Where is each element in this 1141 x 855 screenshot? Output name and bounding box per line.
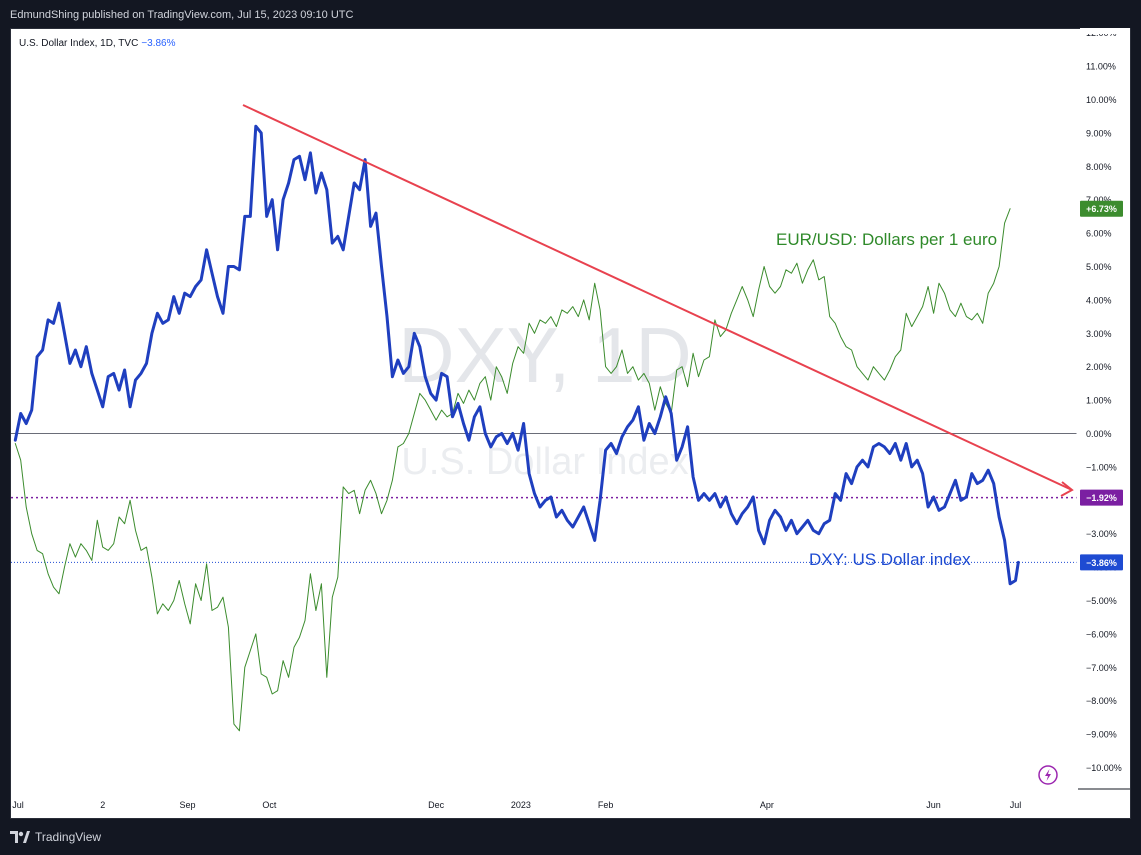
y-tick-label: 8.00%: [1086, 162, 1112, 172]
x-tick-label: Jun: [926, 800, 941, 810]
y-tick-label: 10.00%: [1086, 95, 1117, 105]
eurusd-last-badge-label: +6.73%: [1086, 204, 1117, 214]
y-tick-label: −1.00%: [1086, 462, 1117, 472]
watermark: DXY, 1D U.S. Dollar Index: [398, 311, 691, 483]
watermark-ticker: DXY, 1D: [398, 311, 691, 399]
eurusd-last-badge: [1080, 200, 1123, 217]
dxy-series-line[interactable]: [13, 124, 1020, 586]
y-tick-label: 11.00%: [1086, 62, 1116, 72]
x-tick-label: Jul: [12, 800, 24, 810]
y-tick-label: −10.00%: [1086, 763, 1122, 773]
chart-frame[interactable]: [10, 28, 1131, 819]
y-tick-label: −6.00%: [1086, 629, 1117, 639]
x-tick-label: Sep: [179, 800, 195, 810]
x-tick-label: Oct: [262, 800, 277, 810]
y-tick-label: −3.00%: [1086, 529, 1117, 539]
x-tick-label: 2: [100, 800, 105, 810]
replay-lightning-icon[interactable]: [1038, 765, 1058, 785]
x-tick-label: 2023: [511, 800, 531, 810]
reference-badge-label: −1.92%: [1086, 493, 1117, 503]
y-tick-label: 5.00%: [1086, 262, 1112, 272]
dxy-last-badge-label: −3.86%: [1086, 558, 1117, 568]
tradingview-logo[interactable]: TradingView: [10, 830, 101, 844]
x-tick-label: Dec: [428, 800, 445, 810]
dxy-last-badge: [1080, 554, 1123, 571]
x-tick-label: Feb: [598, 800, 614, 810]
trendline[interactable]: [242, 104, 1073, 491]
y-tick-label: 7.00%: [1086, 195, 1112, 205]
chart-legend[interactable]: U.S. Dollar Index, 1D, TVC −3.86%: [19, 38, 176, 49]
brand-name: TradingView: [35, 830, 102, 844]
y-tick-label: −9.00%: [1086, 730, 1117, 740]
publish-header: EdmundShing published on TradingView.com…: [0, 0, 1141, 28]
y-tick-label: 0.00%: [1086, 429, 1112, 439]
y-tick-label: 9.00%: [1086, 128, 1112, 138]
dxy-annotation: DXY: US Dollar index: [809, 550, 971, 569]
price-axis[interactable]: [1077, 29, 1130, 790]
legend-symbol: U.S. Dollar Index, 1D, TVC: [19, 38, 139, 49]
y-tick-label: −5.00%: [1086, 596, 1117, 606]
y-tick-label: 2.00%: [1086, 362, 1112, 372]
x-tick-label: Jul: [1010, 800, 1022, 810]
eurusd-series-line[interactable]: [14, 208, 1011, 732]
reference-badge: [1080, 489, 1123, 506]
y-tick-label: 4.00%: [1086, 295, 1112, 305]
y-tick-label: −8.00%: [1086, 696, 1117, 706]
tradingview-logo-icon: [10, 831, 30, 843]
y-tick-label: 1.00%: [1086, 396, 1112, 406]
y-tick-label: 6.00%: [1086, 229, 1112, 239]
publish-info: EdmundShing published on TradingView.com…: [10, 9, 354, 21]
y-tick-label: −7.00%: [1086, 663, 1117, 673]
trendline-arrow-icon: [1060, 481, 1074, 497]
footer-bar: TradingView: [0, 820, 1141, 855]
legend-change: −3.86%: [141, 38, 176, 49]
y-tick-label: 3.00%: [1086, 329, 1112, 339]
eurusd-annotation: EUR/USD: Dollars per 1 euro: [776, 230, 997, 249]
watermark-name: U.S. Dollar Index: [401, 441, 688, 483]
x-tick-label: Apr: [760, 800, 774, 810]
